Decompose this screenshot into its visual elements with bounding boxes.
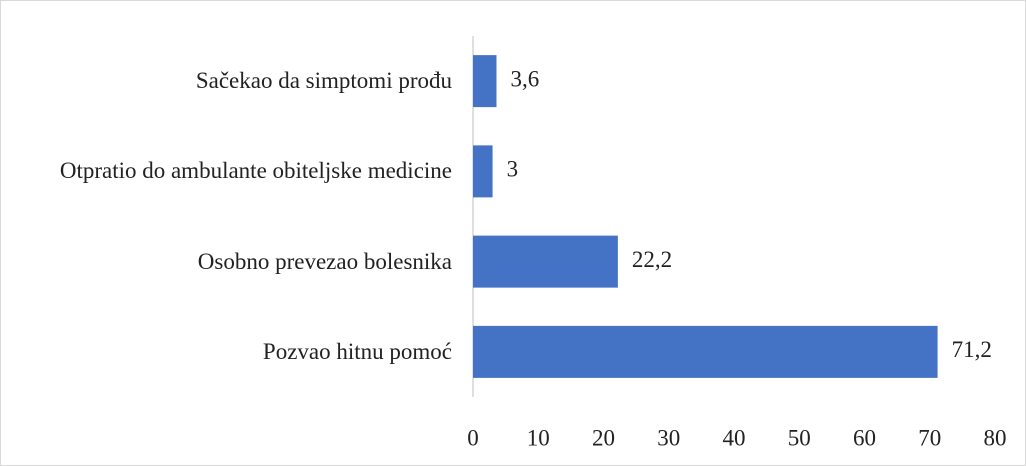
x-tick-label: 30 [657,425,680,450]
x-tick-label: 70 [918,425,941,450]
x-tick-label: 10 [527,425,550,450]
category-text: Pozvao hitnu pomoć [262,338,452,364]
value-label: 3,6 [510,66,539,91]
y-tick-label: Otpratio do ambulante obiteljske medicin… [0,126,452,216]
value-label: 22,2 [632,247,672,272]
x-tick-label: 20 [592,425,615,450]
bar [473,325,938,378]
value-label: 71,2 [952,337,992,362]
category-text: Otpratio do ambulante obiteljske medicin… [59,158,452,184]
x-tick-label: 50 [788,425,811,450]
x-tick-label: 40 [723,425,746,450]
category-text: Osobno prevezao bolesnika [197,248,452,274]
y-tick-label: Osobno prevezao bolesnika [0,217,452,307]
y-tick-label: Sačekao da simptomi prođu [0,36,452,126]
bar [473,145,493,198]
x-tick-label: 80 [984,425,1007,450]
bar [473,55,497,108]
bar [473,235,618,288]
y-tick-label: Pozvao hitnu pomoć [0,307,452,397]
value-label: 3 [507,157,519,182]
x-tick-label: 60 [853,425,876,450]
x-tick-label: 0 [467,425,479,450]
category-text: Sačekao da simptomi prođu [195,68,452,94]
